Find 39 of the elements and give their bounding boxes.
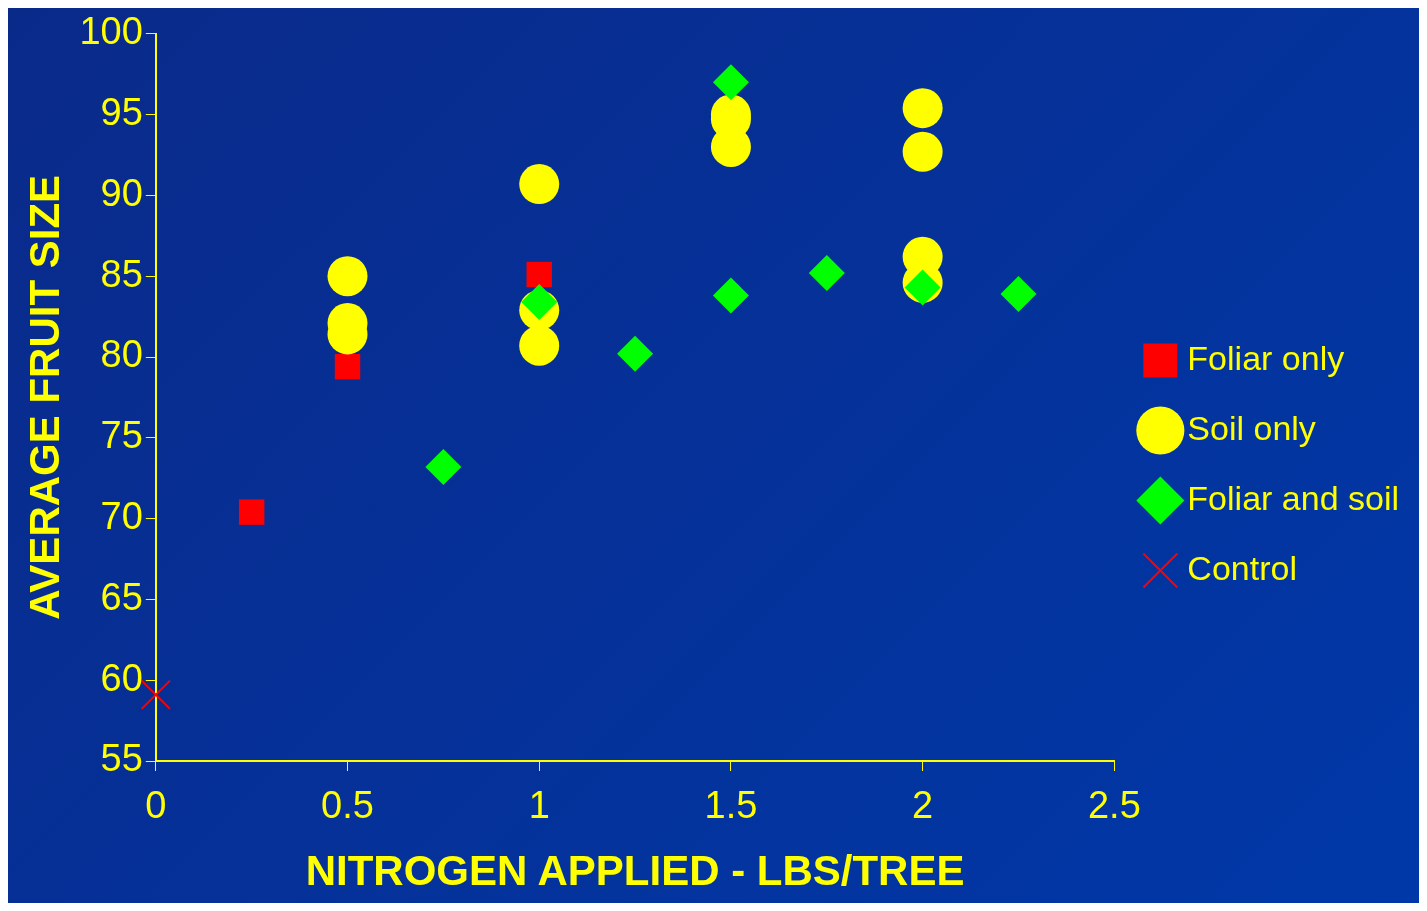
x-axis-title: NITROGEN APPLIED - LBS/TREE xyxy=(305,847,965,895)
point xyxy=(425,448,462,485)
x-tick-label: 1 xyxy=(528,784,550,827)
point xyxy=(334,353,361,380)
point xyxy=(712,277,749,314)
point xyxy=(1000,275,1037,312)
point xyxy=(808,254,845,291)
point xyxy=(519,325,560,366)
y-tick-label: 60 xyxy=(100,656,143,699)
legend-label: Foliar only xyxy=(1187,338,1345,377)
y-tick-label: 70 xyxy=(100,495,143,538)
point xyxy=(902,131,943,172)
legend-label: Foliar and soil xyxy=(1187,478,1399,517)
point xyxy=(327,256,368,297)
x-tick-label: 1.5 xyxy=(704,784,758,827)
y-axis-title: AVERAGE FRUIT SIZE xyxy=(20,174,68,620)
y-tick-label: 100 xyxy=(79,10,143,53)
point xyxy=(904,269,941,306)
legend-label: Control xyxy=(1187,548,1297,587)
point xyxy=(238,499,265,525)
y-tick-label: 95 xyxy=(100,91,143,134)
point xyxy=(902,88,943,129)
point xyxy=(521,284,558,321)
y-tick-label: 55 xyxy=(100,737,143,780)
y-tick-label: 85 xyxy=(100,252,143,295)
x-tick-label: 2.5 xyxy=(1087,784,1141,827)
x-tick-label: 0.5 xyxy=(321,784,374,827)
y-tick-label: 80 xyxy=(100,333,143,376)
point xyxy=(526,261,552,288)
x-tick-label: 0 xyxy=(145,784,167,827)
y-tick-label: 65 xyxy=(100,575,143,618)
y-tick-label: 90 xyxy=(100,171,143,214)
point xyxy=(617,335,654,372)
legend-label: Soil only xyxy=(1187,408,1316,447)
point xyxy=(140,679,171,710)
point xyxy=(712,64,749,101)
y-tick-label: 75 xyxy=(100,414,143,457)
point xyxy=(519,164,560,205)
x-tick-label: 2 xyxy=(912,784,934,827)
